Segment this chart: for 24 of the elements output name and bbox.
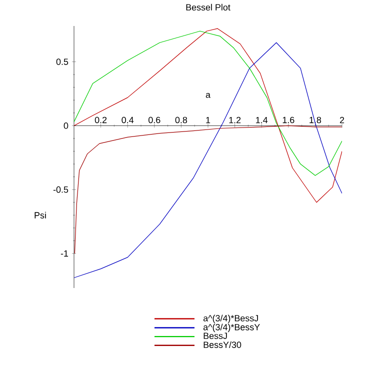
x-tick-label: 1.6 xyxy=(282,116,294,124)
line-series xyxy=(74,42,342,278)
legend-label: a^(3/4)*BessJ xyxy=(203,314,258,324)
chart-title: Bessel Plot xyxy=(186,4,230,11)
x-tick-label: 1 xyxy=(206,116,210,124)
y-tick-label: 0.5 xyxy=(56,58,68,65)
x-tick-label: 0.4 xyxy=(122,116,134,124)
x-axis-title: a xyxy=(206,92,210,98)
line-series xyxy=(74,30,342,176)
x-tick-label: 2 xyxy=(340,116,344,124)
x-tick-label: 1.4 xyxy=(256,116,268,124)
legend-label: BessJ xyxy=(204,332,227,339)
line-series xyxy=(74,28,342,203)
x-tick-label: 0.2 xyxy=(94,116,107,124)
y-axis-title: Psi xyxy=(34,212,46,218)
x-tick-label: 0.8 xyxy=(175,116,188,124)
x-tick-label: 0.6 xyxy=(148,116,160,124)
y-tick-label: -0.5 xyxy=(53,186,68,193)
y-tick-label: 0 xyxy=(64,122,68,129)
y-tick-label: -1 xyxy=(60,250,68,257)
legend-label: a^(3/4)*BessY xyxy=(203,324,260,332)
legend-label: BessY/30 xyxy=(204,341,242,348)
line-series xyxy=(74,125,342,254)
x-tick-label: 1.2 xyxy=(229,116,241,124)
